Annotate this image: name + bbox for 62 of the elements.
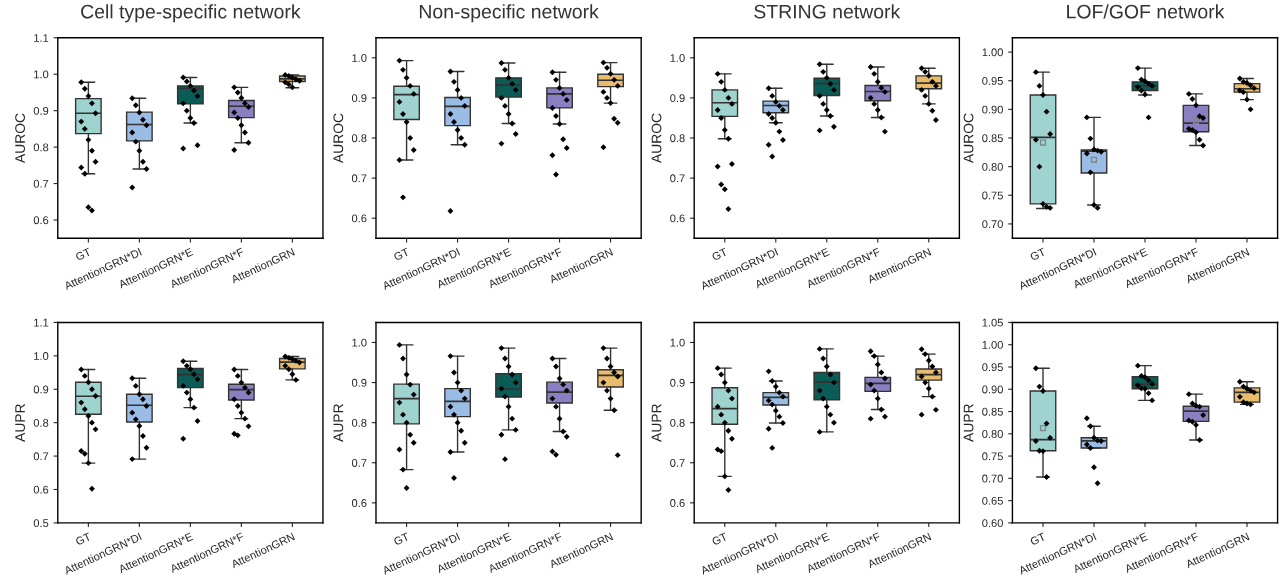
y-tick-label: 0.8 [351,418,367,427]
y-tick-label: 0.90 [982,385,1003,394]
y-tick-label: 0.7 [33,452,49,461]
y-tick-label: 0.7 [670,459,685,467]
y-tick-label: 0.95 [982,363,1003,372]
y-tick-label: 0.9 [351,94,367,103]
y-tick-label: 1.0 [34,70,49,79]
y-tick-label: 0.6 [33,485,49,494]
chart-title: Cell type-specific network [81,4,301,23]
y-axis-title: AUROC [333,113,344,164]
y-tick-label: 0.6 [33,216,49,225]
chart-title: STRING network [754,4,901,19]
y-tick-label: 0.8 [670,418,685,427]
y-tick-label: 1.0 [670,54,685,62]
y-tick-label: 0.70 [982,220,1003,229]
y-tick-label: 1.1 [34,34,49,42]
y-tick-label: 0.7 [351,174,367,183]
y-tick-label: 0.7 [670,174,685,183]
y-tick-label: 0.90 [982,105,1003,114]
y-tick-label: 0.6 [351,214,367,223]
y-tick-label: 0.9 [670,378,685,387]
y-tick-label: 1.0 [352,54,367,62]
y-tick-label: 0.80 [982,162,1003,171]
y-tick-label: 0.6 [670,214,685,223]
y-tick-label: 0.5 [33,519,49,528]
y-axis-title: AUPR [15,404,26,442]
y-tick-label: 0.9 [670,94,685,103]
y-tick-label: 0.60 [982,519,1003,528]
y-tick-label: 0.8 [351,134,367,143]
y-tick-label: 0.6 [670,499,685,507]
chart-title: Non-specific network [419,4,599,23]
y-tick-label: 1.00 [982,48,1003,57]
y-tick-label: 0.65 [982,496,1003,505]
y-tick-label: 0.85 [982,134,1003,143]
y-tick-label: 1.0 [352,338,367,347]
y-tick-label: 0.75 [982,452,1003,461]
y-tick-label: 0.75 [982,191,1003,200]
y-tick-label: 1.0 [670,338,685,347]
y-tick-label: 0.9 [33,385,49,394]
y-tick-label: 0.6 [351,499,367,507]
y-axis-title: AUPR [963,404,974,442]
y-tick-label: 0.9 [33,106,49,115]
y-tick-label: 0.8 [670,134,685,143]
y-tick-label: 0.7 [33,179,49,188]
y-tick-label: 1.1 [34,318,49,327]
y-axis-title: AUROC [15,113,26,164]
y-tick-label: 0.95 [982,76,1003,85]
y-axis-title: AUPR [651,404,662,442]
y-tick-label: 1.0 [34,352,49,360]
y-tick-label: 0.70 [982,474,1003,483]
y-tick-label: 0.7 [351,459,367,467]
y-tick-label: 0.8 [33,418,49,427]
chart-title: LOF/GOF network [1067,4,1225,19]
y-tick-label: 0.80 [982,430,1003,438]
y-axis-title: AUROC [963,113,974,164]
y-tick-label: 1.05 [982,318,1003,327]
y-tick-label: 0.85 [982,407,1003,416]
y-tick-label: 0.9 [351,378,367,387]
y-tick-label: 1.00 [982,340,1003,349]
y-tick-label: 0.8 [33,143,49,152]
y-axis-title: AUROC [651,113,662,164]
y-axis-title: AUPR [333,404,344,442]
